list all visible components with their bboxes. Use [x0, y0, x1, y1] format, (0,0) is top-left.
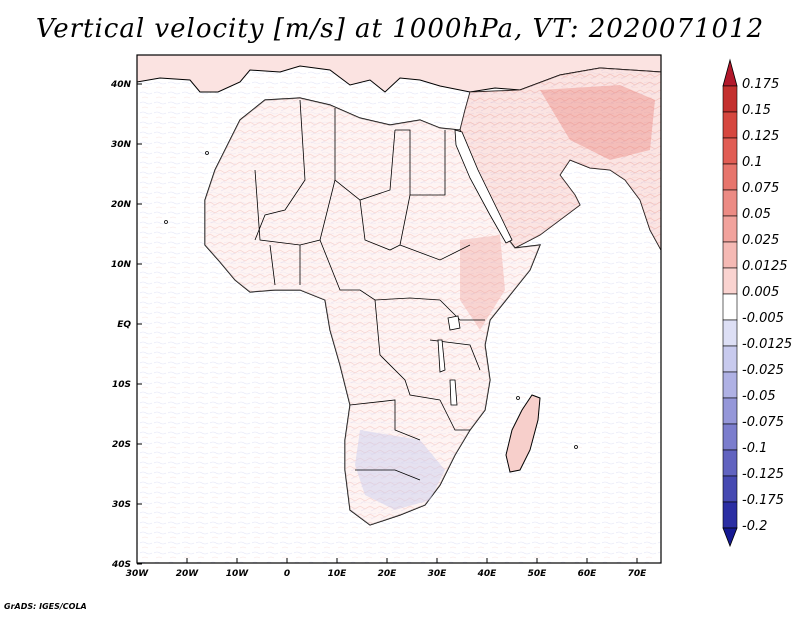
latitude-labels: 40N 30N 20N 10N EQ 10S 20S 30S 40S — [110, 80, 132, 570]
country-borders — [254, 99, 485, 481]
colorbar-level-label: -0.175 — [742, 493, 784, 508]
colorbar-level-label: -0.2 — [742, 519, 768, 534]
colorbar-level-label: -0.025 — [742, 363, 784, 378]
colorbar-bin — [722, 215, 738, 243]
cape-verde-islands — [164, 220, 168, 224]
madagascar-land — [505, 394, 541, 473]
lon-label: 50E — [528, 569, 548, 579]
colorbar-level-label: -0.075 — [742, 415, 784, 430]
lon-label: 30W — [126, 569, 150, 579]
lon-label: 40E — [477, 569, 498, 579]
colorbar-top-arrow — [722, 58, 738, 87]
colorbar-level-label: 0.075 — [742, 181, 780, 196]
lat-label: 40S — [111, 560, 131, 570]
colorbar-level-label: -0.0125 — [742, 337, 793, 352]
colorbar-bin — [722, 293, 738, 321]
colorbar-level-label: 0.025 — [742, 233, 780, 248]
highland-positive-band — [540, 85, 655, 160]
colorbar-level-label: 0.005 — [742, 285, 780, 300]
lat-label: 30S — [112, 500, 131, 510]
colorbar-bin — [722, 137, 738, 165]
colorbar-bin — [722, 501, 738, 529]
colorbar — [722, 58, 738, 548]
chart-title: Vertical velocity [m/s] at 1000hPa, VT: … — [35, 14, 765, 44]
lat-label: 20N — [111, 200, 132, 210]
lon-label: 30E — [428, 569, 448, 579]
colorbar-bottom-arrow — [722, 527, 738, 548]
lon-label: 0 — [284, 569, 290, 579]
colorbar-bin — [722, 163, 738, 191]
lon-label: 10W — [226, 569, 250, 579]
lat-label: 10N — [111, 260, 132, 270]
comoros-islands — [516, 396, 520, 400]
colorbar-level-label: 0.125 — [742, 129, 780, 144]
colorbar-bin — [722, 423, 738, 451]
lon-label: 60E — [578, 569, 598, 579]
lat-label: 30N — [111, 140, 132, 150]
field-shading — [137, 55, 661, 563]
colorbar-level-label: 0.15 — [742, 103, 771, 118]
southern-negative-area — [355, 430, 445, 510]
lake-tanganyika — [437, 339, 446, 373]
colorbar-bin — [722, 111, 738, 139]
colorbar-level-label: 0.0125 — [742, 259, 788, 274]
colorbar-bin — [722, 345, 738, 373]
axis-ticks — [136, 83, 638, 565]
mauritius-island — [574, 445, 578, 449]
colorbar-level-label: -0.125 — [742, 467, 784, 482]
lon-label: 70E — [628, 569, 648, 579]
colorbar-bin — [722, 371, 738, 399]
lat-label: 10S — [112, 380, 131, 390]
colorbar-bin — [722, 319, 738, 347]
lake-victoria — [447, 315, 461, 331]
longitude-labels: 30W 20W 10W 0 10E 20E 30E 40E 50E 60E 70E — [126, 569, 647, 579]
colorbar-level-label: -0.1 — [742, 441, 768, 456]
colorbar-bin — [722, 241, 738, 269]
plot-frame — [136, 54, 662, 564]
colorbar-bin — [722, 449, 738, 477]
east-africa-positive-band — [460, 235, 505, 330]
lon-label: 10E — [328, 569, 348, 579]
colorbar-bin — [722, 189, 738, 217]
lon-label: 20E — [378, 569, 398, 579]
colorbar-level-label: -0.05 — [742, 389, 776, 404]
lat-label: 40N — [110, 80, 132, 90]
canary-islands — [205, 151, 209, 155]
lon-label: 20W — [176, 569, 200, 579]
colorbar-bin — [722, 397, 738, 425]
colorbar-bin — [722, 85, 738, 113]
colorbar-level-label: 0.175 — [742, 77, 780, 92]
colorbar-bin — [722, 267, 738, 295]
colorbar-bin — [722, 475, 738, 503]
colorbar-level-label: -0.005 — [742, 311, 784, 326]
colorbar-level-label: 0.05 — [742, 207, 771, 222]
lat-label: EQ — [117, 320, 131, 330]
lake-malawi — [449, 379, 458, 406]
red-sea — [454, 129, 513, 244]
colorbar-level-label: 0.1 — [742, 155, 763, 170]
lat-label: 20S — [112, 440, 131, 450]
footer-credit: GrADS: IGES/COLA — [4, 602, 87, 611]
